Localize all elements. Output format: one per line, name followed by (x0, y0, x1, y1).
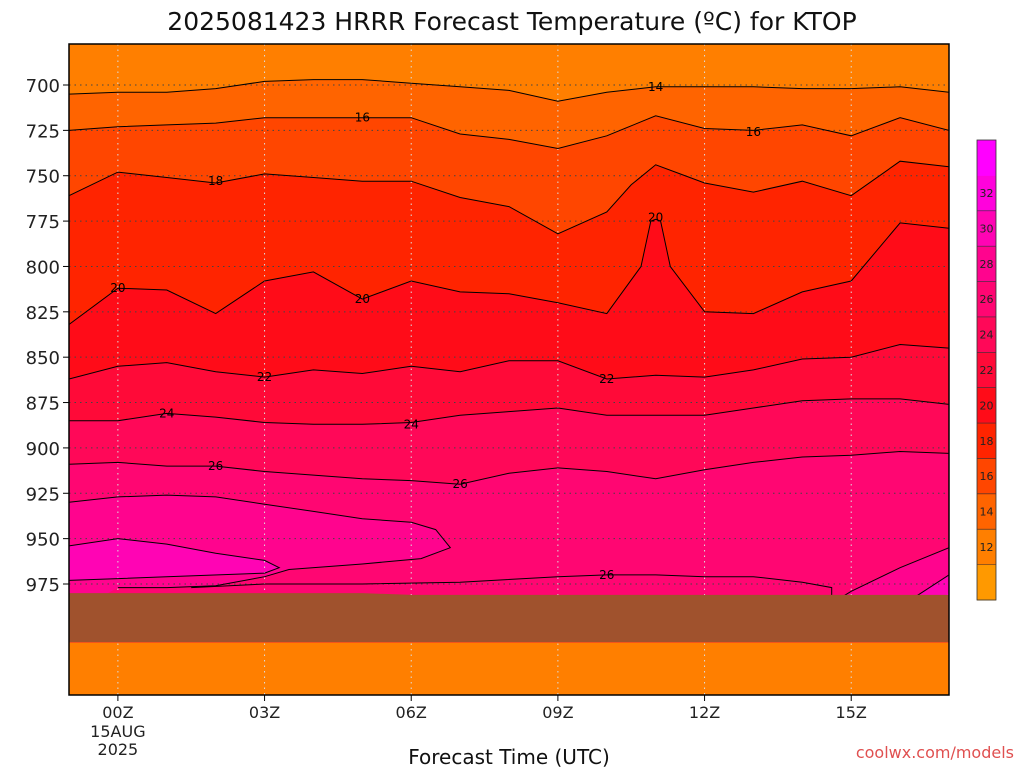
contour-20 (69, 218, 949, 325)
band-30-west (69, 538, 280, 581)
y-tick-label: 950 (26, 530, 60, 551)
contour-18 (69, 160, 949, 235)
colorbar-swatch (977, 493, 996, 530)
colorbar-swatch (977, 423, 996, 459)
contour-label: 26 (208, 459, 223, 473)
contour-14 (69, 79, 949, 102)
ground (69, 593, 949, 643)
contour-label: 16 (355, 111, 370, 125)
y-tick-label: 750 (26, 167, 60, 188)
contour-label: 24 (159, 406, 174, 420)
colorbar-swatch (977, 458, 996, 495)
contour-26 (191, 574, 833, 601)
colorbar-swatch (977, 175, 996, 212)
contour-label: 26 (599, 568, 614, 582)
colorbar-label: 18 (980, 435, 994, 448)
colorbar-swatch (977, 316, 996, 353)
colorbar-label: 12 (980, 541, 994, 554)
y-tick-label: 775 (26, 212, 60, 233)
contour-label: 22 (599, 372, 614, 386)
contour-labels: 14 16 16 18 20 20 20 22 22 24 24 26 26 26 (110, 80, 761, 582)
colorbar-swatch (977, 281, 996, 318)
y-tick-label: 825 (26, 303, 60, 324)
x-tick-label: 03Z (249, 703, 280, 722)
band-28-west (69, 495, 451, 615)
x-axis-label: Forecast Time (UTC) (408, 745, 610, 768)
contour-label: 14 (648, 80, 663, 94)
y-tick-label: 800 (26, 257, 60, 278)
y-tick-label: 850 (26, 348, 60, 369)
contour-16 (69, 115, 949, 150)
y-tick-label: 925 (26, 484, 60, 505)
colorbar-swatch (977, 210, 996, 247)
contour-label: 18 (208, 174, 223, 188)
y-tick-label: 900 (26, 439, 60, 460)
contour-label: 20 (110, 281, 125, 295)
colorbar-label: 22 (980, 364, 994, 377)
colorbar-swatch (977, 387, 996, 424)
contour-label: 20 (648, 210, 663, 224)
colorbar-swatch (977, 564, 996, 601)
y-tick-label: 700 (26, 76, 60, 97)
colorbar-label: 14 (980, 506, 994, 519)
x-tick-sublabel: 15AUG (90, 722, 145, 741)
contour-28 (69, 494, 452, 589)
ground-fill (69, 593, 949, 643)
contour-22 (69, 343, 949, 380)
y-tick-label: 975 (26, 575, 60, 596)
colorbar-label: 16 (980, 470, 994, 483)
chart-title: 2025081423 HRRR Forecast Temperature (ºC… (167, 7, 856, 36)
colorbar-label: 26 (980, 293, 994, 306)
x-tick-sublabel: 2025 (98, 740, 139, 759)
x-tick-label: 15Z (836, 703, 867, 722)
contour-26 (69, 450, 949, 485)
y-tick-label: 725 (26, 121, 60, 142)
contour-label: 20 (355, 292, 370, 306)
contour-label: 16 (746, 125, 761, 139)
watermark: coolwx.com/models (856, 743, 1014, 762)
colorbar: 12 14 16 18 20 22 24 26 28 30 32 (976, 139, 997, 601)
colorbar-label: 24 (980, 329, 994, 342)
grid (69, 44, 949, 695)
colorbar-label: 30 (980, 222, 994, 235)
x-tick-label: 09Z (542, 703, 573, 722)
plot-frame (68, 43, 950, 696)
colorbar-swatch (977, 246, 996, 283)
temperature-fills (69, 44, 949, 695)
plot-area: 14 16 16 18 20 20 20 22 22 24 24 26 26 26 (69, 44, 949, 695)
contour-30 (69, 538, 281, 581)
contour-label: 26 (452, 477, 467, 491)
colorbar-frame (976, 139, 997, 601)
colorbar-label: 28 (980, 258, 994, 271)
colorbar-swatch (977, 529, 996, 566)
colorbar-swatch (977, 140, 996, 176)
x-tick-label: 12Z (689, 703, 720, 722)
y-tick-label: 875 (26, 394, 60, 415)
x-tick-label: 00Z (102, 703, 133, 722)
contour-24 (69, 398, 949, 425)
contour-label: 22 (257, 370, 272, 384)
y-axis: 700 725 750 775 800 825 850 875 900 925 950 975 (26, 76, 69, 596)
colorbar-label: 20 (980, 399, 994, 412)
contour-label: 24 (404, 417, 419, 431)
colorbar-swatch (977, 352, 996, 389)
x-tick-label: 06Z (396, 703, 427, 722)
contour-lines (69, 79, 949, 601)
colorbar-label: 32 (980, 187, 994, 200)
